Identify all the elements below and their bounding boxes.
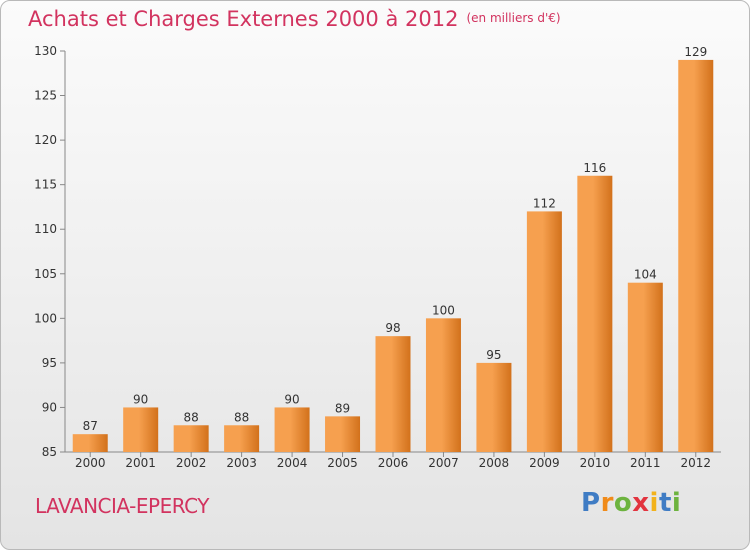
x-tick-label: 2004	[277, 456, 308, 470]
logo-letter: P	[581, 488, 601, 518]
proxiti-logo: Proxiti	[581, 488, 681, 518]
bar	[425, 318, 461, 452]
x-tick-label: 2010	[580, 456, 611, 470]
logo-letter: i	[671, 488, 682, 518]
x-tick-label: 2008	[479, 456, 510, 470]
bar-value-label: 87	[83, 419, 98, 433]
y-tick-label: 100	[34, 311, 57, 325]
x-tick-label: 2003	[226, 456, 257, 470]
y-tick-label: 120	[34, 133, 57, 147]
bar	[526, 211, 562, 452]
bar-value-label: 90	[133, 392, 148, 406]
bar-value-label: 89	[335, 401, 350, 415]
bar	[173, 425, 209, 452]
x-tick-label: 2002	[176, 456, 207, 470]
y-tick-label: 105	[34, 267, 57, 281]
logo-letter: t	[658, 488, 672, 518]
bar-value-label: 90	[284, 392, 299, 406]
bar	[72, 434, 108, 452]
logo-letter: i	[649, 488, 659, 518]
x-tick-label: 2012	[680, 456, 711, 470]
bar	[123, 407, 159, 452]
bar	[627, 282, 663, 452]
x-tick-label: 2009	[529, 456, 560, 470]
bar-value-label: 104	[634, 268, 657, 282]
bar	[325, 416, 361, 452]
bar-value-label: 129	[684, 45, 707, 59]
y-tick-label: 125	[34, 89, 57, 103]
x-tick-label: 2001	[125, 456, 156, 470]
bar-value-label: 88	[234, 410, 249, 424]
bar-value-label: 116	[583, 161, 606, 175]
bar	[678, 59, 714, 453]
y-tick-label: 130	[34, 44, 57, 58]
y-tick-label: 85	[42, 445, 57, 459]
bar	[577, 175, 613, 452]
bar-value-label: 95	[486, 348, 501, 362]
bar	[274, 407, 310, 452]
x-tick-label: 2005	[327, 456, 358, 470]
y-tick-label: 115	[34, 178, 57, 192]
chart-title: Achats et Charges Externes 2000 à 2012 (e…	[28, 7, 561, 31]
bar	[476, 362, 512, 452]
bar	[224, 425, 260, 452]
logo-letter: r	[600, 488, 614, 518]
y-tick-label: 90	[42, 400, 57, 414]
x-tick-label: 2000	[75, 456, 106, 470]
bar-value-label: 112	[533, 196, 556, 210]
bar-value-label: 88	[184, 410, 199, 424]
x-tick-label: 2006	[378, 456, 409, 470]
logo-letter: x	[632, 488, 650, 518]
y-tick-label: 95	[42, 356, 57, 370]
bar-value-label: 100	[432, 303, 455, 317]
title-text: Achats et Charges Externes 2000 à 2012	[28, 7, 459, 31]
y-tick-label: 110	[34, 222, 57, 236]
place-name: LAVANCIA-EPERCY	[35, 494, 209, 518]
title-unit: (en milliers d'€)	[466, 11, 561, 25]
x-tick-label: 2011	[630, 456, 661, 470]
bar	[375, 336, 411, 452]
logo-letter: o	[613, 488, 633, 518]
bar-value-label: 98	[385, 321, 400, 335]
x-tick-label: 2007	[428, 456, 459, 470]
